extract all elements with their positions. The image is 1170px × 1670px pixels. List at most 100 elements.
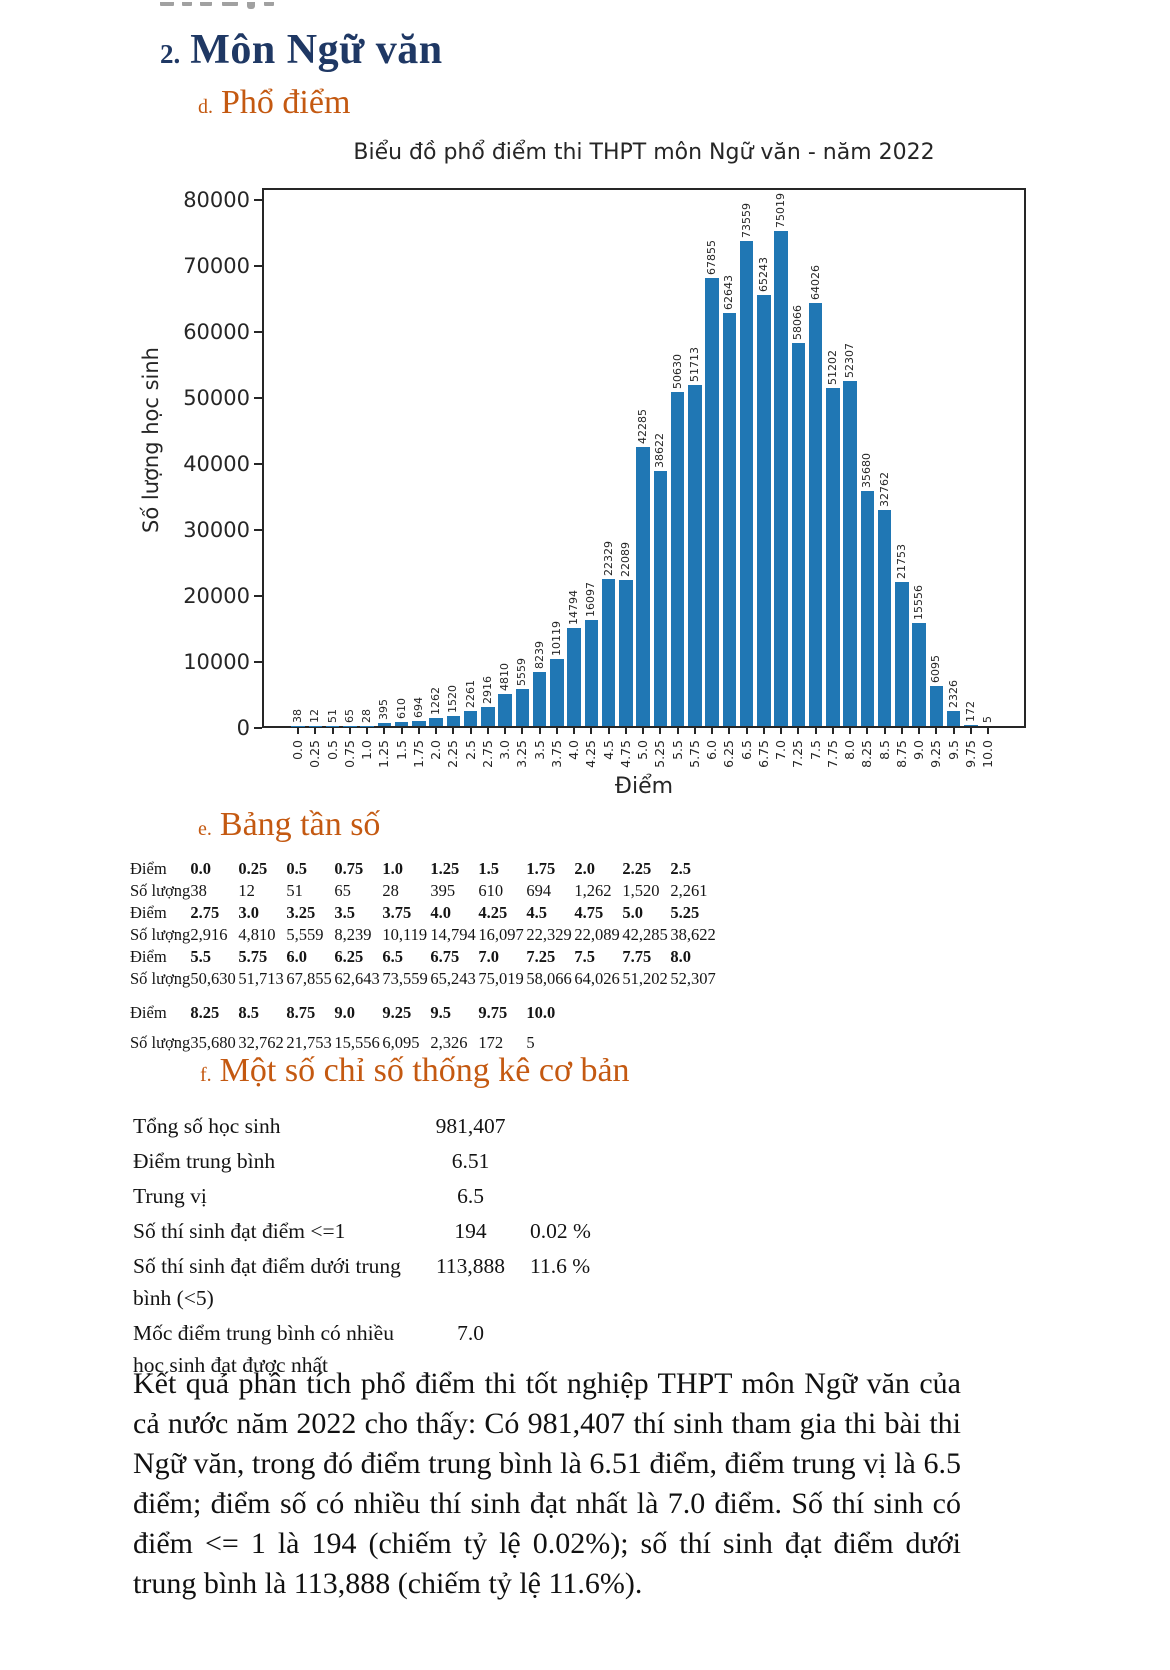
freq-score-cell: 7.5	[574, 947, 595, 966]
bar-value-label: 694	[411, 697, 425, 719]
freq-score-cell: 5.25	[670, 903, 700, 922]
analysis-paragraph: Kết quả phân tích phổ điểm thi tốt nghiệ…	[133, 1367, 961, 1600]
stat-label: Số thí sinh đạt điểm <=1	[133, 1219, 346, 1243]
x-tick-label: 8.5	[876, 740, 892, 760]
bar-value-label: 62643	[722, 274, 736, 310]
freq-count-cell: 51,713	[238, 969, 284, 988]
x-tick-label: 4.75	[617, 740, 633, 768]
stat-row: Điểm trung bình 6.51	[133, 1145, 693, 1177]
subsection-f-prefix: f.	[200, 1064, 212, 1086]
clipped-text-fragment	[152, 2, 302, 10]
bar-1.75	[412, 721, 426, 726]
stat-row: Số thí sinh đạt điểm <=1 194 0.02 %	[133, 1215, 693, 1247]
freq-count-cell: 8,239	[334, 925, 372, 944]
freq-count-cell: 1,262	[574, 881, 612, 900]
freq-score-cell: 3.5	[334, 903, 355, 922]
freq-score-row: Điểm 5.5 5.75 6.0 6.25 6.5 6.75 7.0 7.25 7.5 7.75 8…	[130, 946, 718, 968]
stat-row: Số thí sinh đạt điểm dưới trung bình (<5…	[133, 1250, 693, 1314]
bar-9.25	[929, 685, 943, 726]
stat-label: Trung vị	[133, 1184, 207, 1208]
freq-count-cell: 38,622	[670, 925, 716, 944]
bar-6.0	[705, 278, 719, 726]
bar-value-label: 1520	[446, 685, 460, 713]
x-tick-label: 10.0	[980, 740, 995, 768]
freq-count-cell: 73,559	[382, 969, 428, 988]
bar-value-label: 73559	[739, 202, 753, 238]
freq-score-cell: 2.5	[670, 859, 691, 878]
x-tick-mark	[366, 728, 368, 734]
freq-score-cell: 5.0	[622, 903, 643, 922]
freq-count-cell: 62,643	[334, 969, 380, 988]
bar-value-label: 1262	[429, 686, 442, 715]
x-tick-label: 3.0	[497, 740, 512, 760]
x-tick-mark	[469, 728, 472, 734]
freq-score-cell	[670, 990, 718, 1024]
freq-count-cell: 65	[334, 881, 351, 900]
bar-value-label: 58066	[791, 304, 805, 340]
freq-score-cell	[574, 990, 622, 1024]
freq-count-row: Số lượng 50,630 51,713 67,855 62,643 73,559 65…	[130, 968, 718, 990]
x-tick-label: 3.25	[514, 740, 530, 768]
bar-8.25	[860, 490, 874, 726]
bar-value-label: 2326	[946, 679, 960, 708]
x-tick-label: 5.75	[686, 740, 702, 768]
freq-count-row: Số lượng 38 12 51 65 28 395 610 694 1,262 1,520 2,2…	[130, 880, 718, 902]
y-tick-mark	[254, 199, 262, 201]
x-tick-mark	[711, 728, 713, 734]
freq-score-cell: 6.5	[382, 947, 403, 966]
bar-value-label: 6095	[929, 654, 943, 683]
freq-count-row-label: Số lượng	[130, 881, 191, 900]
bar-value-label: 51	[325, 708, 339, 723]
bar-value-label: 15556	[912, 585, 925, 621]
x-tick-mark	[814, 728, 817, 734]
freq-count-cell: 42,285	[622, 925, 668, 944]
freq-count-cell: 395	[430, 881, 456, 900]
y-tick-mark	[254, 595, 262, 597]
freq-count-cell: 2,261	[670, 881, 708, 900]
freq-count-cell: 51	[286, 881, 303, 900]
freq-score-row-label: Điểm	[130, 859, 167, 878]
freq-count-cell: 65,243	[430, 969, 476, 988]
freq-score-cell: 4.5	[526, 903, 547, 922]
freq-score-cell: 5.75	[238, 947, 268, 966]
freq-count-cell: 12	[238, 881, 255, 900]
stat-value: 113,888	[435, 1254, 506, 1278]
freq-score-cell: 7.0	[478, 947, 499, 966]
x-tick-mark	[969, 728, 972, 734]
x-tick-label: 8.0	[842, 740, 857, 760]
y-tick-label: 80000	[183, 188, 250, 212]
y-tick-label: 10000	[183, 650, 250, 674]
freq-score-cell: 1.0	[382, 859, 403, 878]
bar-5.75	[688, 384, 702, 726]
x-tick-mark	[676, 728, 679, 734]
bar-value-label: 50630	[670, 353, 684, 389]
freq-score-cell: 1.25	[430, 859, 460, 878]
bar-7.5	[808, 303, 823, 726]
y-tick-label: 20000	[183, 584, 250, 608]
freq-count-row-label: Số lượng	[130, 1033, 191, 1052]
x-tick-label: 1.0	[359, 740, 374, 760]
stat-row: Trung vị 6.5	[133, 1180, 693, 1212]
freq-count-cell: 14,794	[430, 925, 476, 944]
bar-value-label: 64026	[808, 265, 822, 301]
y-tick-mark	[254, 397, 262, 399]
y-tick-mark	[254, 529, 262, 531]
bar-3.75	[550, 659, 564, 726]
freq-count-row-label: Số lượng	[130, 969, 191, 988]
bar-value-label: 610	[394, 698, 408, 719]
x-tick-mark	[383, 728, 386, 734]
freq-count-cell: 694	[526, 881, 552, 900]
freq-score-cell: 8.25	[190, 1003, 220, 1022]
stat-value: 194	[454, 1219, 487, 1243]
stat-label: Mốc điểm trung bình có nhiều học sinh đạ…	[133, 1321, 394, 1377]
freq-score-cell: 9.0	[334, 1003, 355, 1022]
bar-3.0	[498, 694, 512, 726]
x-tick-label: 4.0	[566, 740, 581, 760]
freq-score-cell: 4.25	[478, 903, 508, 922]
x-tick-label: 8.25	[859, 740, 875, 768]
bar-4.5	[601, 578, 616, 726]
subsection-e-heading: e. Bảng tần số	[198, 806, 380, 844]
freq-score-cell: 0.0	[190, 859, 211, 878]
bar-value-label: 65	[342, 708, 356, 723]
